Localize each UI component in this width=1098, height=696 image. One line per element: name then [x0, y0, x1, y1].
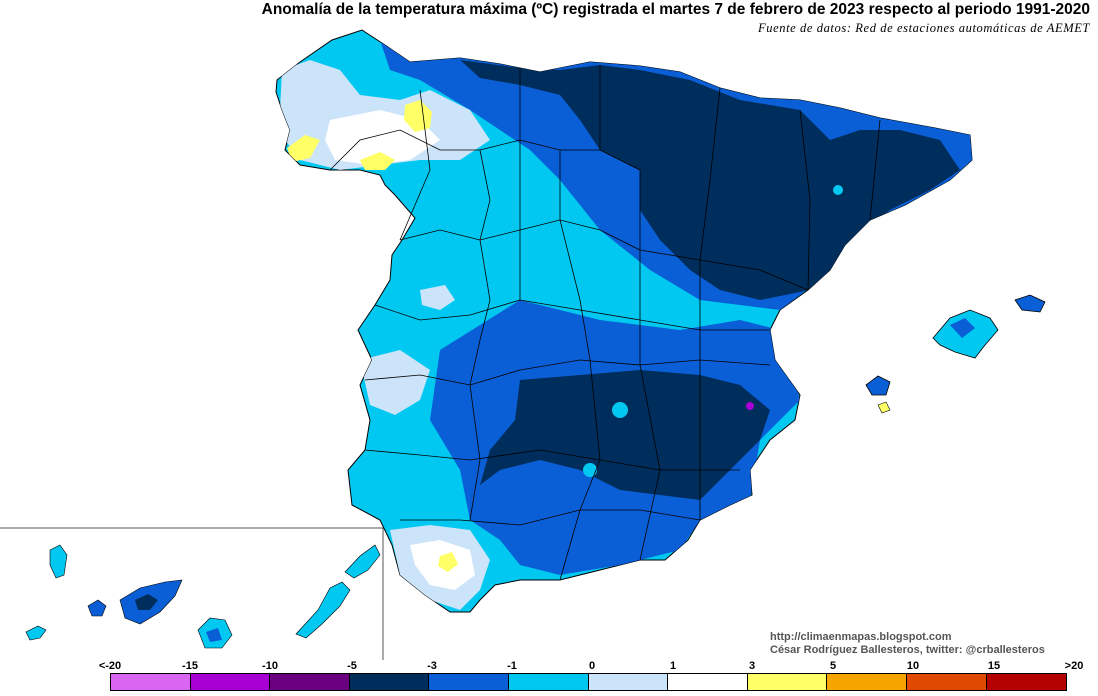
legend-color-bar: [110, 673, 1068, 691]
legend-segment: [588, 674, 669, 690]
zone-yellow-3: [360, 152, 395, 170]
legend-labels: <-20 -15 -10 -5 -3 -1 0 1 3 5 10 15 >20: [0, 660, 1098, 674]
legend-label: -15: [182, 660, 198, 672]
mallorca-inner: [950, 318, 975, 338]
legend-segment: [986, 674, 1067, 690]
lanzarote: [344, 544, 381, 579]
legend-label: 10: [906, 660, 920, 672]
menorca: [1014, 294, 1046, 313]
legend-label: -1: [507, 660, 517, 672]
legend-label: 5: [829, 660, 837, 672]
credits-author: César Rodríguez Ballesteros, twitter: @c…: [770, 644, 1045, 656]
spot-cyan-2: [583, 463, 597, 477]
zone-light-west: [360, 350, 430, 415]
anomaly-map: [0, 29, 1046, 660]
legend-segment: [270, 674, 350, 690]
gran-canaria-core: [206, 628, 222, 642]
legend-label: <-20: [98, 660, 122, 672]
el-hierro: [25, 625, 47, 641]
legend-segment: [747, 674, 828, 690]
legend-segment: [429, 674, 509, 690]
legend-segment: [508, 674, 589, 690]
zone-light-extremadura: [420, 285, 455, 310]
tenerife-core: [135, 594, 158, 610]
legend-label: -3: [427, 660, 437, 672]
legend-label: 15: [987, 660, 1001, 672]
balearic-islands: [865, 294, 1046, 414]
spot-purple: [746, 402, 754, 410]
legend-segment: [190, 674, 271, 690]
la-palma: [49, 544, 68, 579]
province-borders: [329, 65, 881, 581]
zone-navy-center-south: [480, 370, 770, 500]
map-title: Anomalía de la temperatura máxima (ºC) r…: [261, 1, 1090, 18]
zone-yellow-4: [438, 552, 458, 572]
legend-segment: [827, 674, 907, 690]
credits: http://climaenmapas.blogspot.com César R…: [770, 631, 1045, 657]
zone-yellow-2: [287, 135, 320, 162]
spot-cyan-3: [833, 185, 843, 195]
data-source: Fuente de datos: Red de estaciones autom…: [757, 21, 1090, 35]
legend-segment: [111, 674, 191, 690]
legend-segment: [668, 674, 748, 690]
canary-islands-inset: [0, 527, 384, 660]
inset-frame: [0, 527, 384, 660]
legend-label: 3: [748, 660, 756, 672]
iberian-peninsula: [275, 29, 973, 613]
legend-label: -5: [347, 660, 357, 672]
fuerteventura: [295, 581, 351, 639]
la-gomera: [87, 599, 107, 617]
legend-label: 0: [588, 660, 596, 672]
zone-yellow-1: [404, 100, 432, 132]
legend-segment: [906, 674, 987, 690]
formentera: [877, 401, 891, 414]
credits-url: http://climaenmapas.blogspot.com: [770, 631, 952, 643]
legend-label: 1: [669, 660, 677, 672]
legend-label: >20: [1064, 660, 1084, 672]
ibiza: [865, 375, 891, 396]
legend-label: -10: [262, 660, 278, 672]
spot-cyan-1: [612, 402, 628, 418]
legend-segment: [349, 674, 430, 690]
